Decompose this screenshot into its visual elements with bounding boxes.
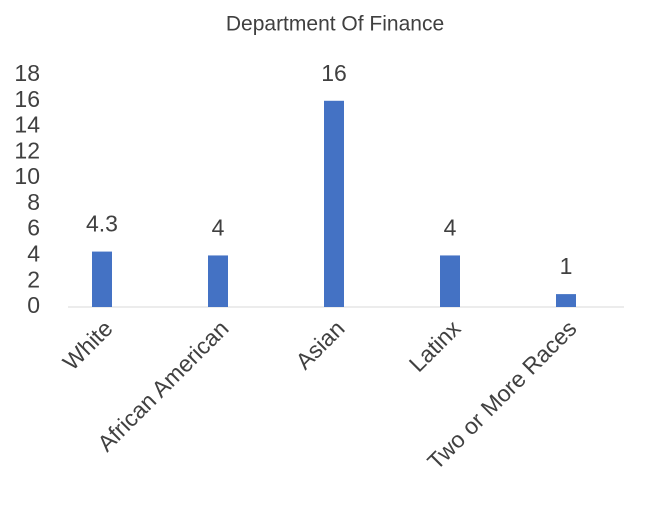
data-label: 16 [321,60,347,86]
y-tick-label: 14 [14,112,40,138]
bar [208,255,228,307]
data-label: 4 [444,215,457,241]
y-tick-label: 16 [14,86,40,112]
y-tick-label: 6 [27,215,40,241]
y-tick-label: 0 [27,292,40,318]
y-tick-label: 8 [27,189,40,215]
x-tick-label: White [58,315,118,375]
y-tick-label: 18 [14,60,40,86]
y-tick-label: 4 [27,241,40,267]
chart-title: Department Of Finance [226,13,444,36]
bar [556,294,576,307]
y-tick-label: 12 [14,137,40,163]
bar [440,255,460,307]
bar [324,100,344,308]
data-label: 4 [212,215,225,241]
x-tick-label: Asian [290,315,349,374]
x-tick-label: Latinx [404,315,466,377]
data-label: 1 [560,253,573,279]
y-tick-label: 2 [27,266,40,292]
data-label: 4.3 [86,211,118,237]
bar [92,251,112,307]
y-tick-label: 10 [14,163,40,189]
